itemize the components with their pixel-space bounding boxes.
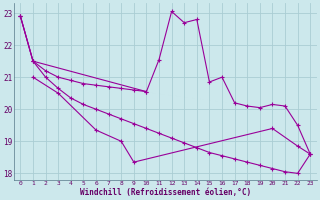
X-axis label: Windchill (Refroidissement éolien,°C): Windchill (Refroidissement éolien,°C)	[80, 188, 251, 197]
